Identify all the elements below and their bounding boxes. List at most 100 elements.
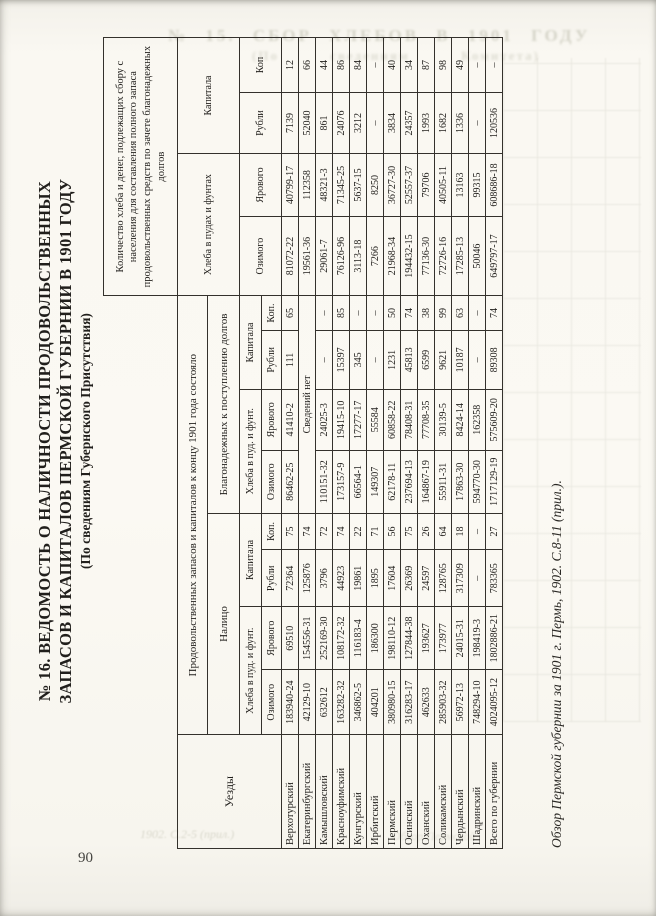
table-cell: 71 xyxy=(366,513,384,550)
table-cell: 462633 xyxy=(417,669,435,735)
table-cell: – xyxy=(468,37,486,93)
col-label-kop-g2: Коп. xyxy=(261,295,282,331)
table-cell: 173157-9 xyxy=(332,450,350,514)
table-cell: – xyxy=(315,330,333,390)
table-cell: 66 xyxy=(298,37,316,93)
table-cell: 17863-30 xyxy=(451,450,469,514)
table-cell: 75 xyxy=(400,513,418,550)
header-group-nalico: Налицо xyxy=(207,513,240,735)
table-cell: 19861 xyxy=(349,549,367,607)
table-cell: 1802886-21 xyxy=(485,606,503,670)
table-row: Екатеринбургский 42129-10 154556-31 125876 7… xyxy=(298,37,316,849)
district-name: Чердынский xyxy=(451,734,469,849)
table-cell: 66564-1 xyxy=(349,450,367,514)
table-cell: 24597 xyxy=(417,549,435,607)
table-cell: 75 xyxy=(281,513,299,550)
source-citation: Обзор Пермской губернии за 1901 г. Пермь… xyxy=(549,480,565,848)
col-label-kop-g3: Коп xyxy=(239,37,282,93)
header-capital-group1: Капитала xyxy=(239,513,262,607)
table-cell: 24076 xyxy=(332,92,350,154)
table-cell: 748294-10 xyxy=(468,669,486,735)
table-cell: 194432-15 xyxy=(400,216,418,296)
table-cell: 38 xyxy=(417,295,435,331)
table-cell: 9621 xyxy=(434,330,452,390)
table-cell: 55911-31 xyxy=(434,450,452,514)
table-row: Красноуфимский 163282-32 108172-32 44923 74 1… xyxy=(332,37,350,849)
table-cell: 116183-4 xyxy=(349,606,367,670)
col-label-ozimogo-g1: Озимого xyxy=(261,669,282,735)
table-row: Пермский 380980-15 198110-12 17604 56 62178-1… xyxy=(383,37,401,849)
table-cell: 345 xyxy=(349,330,367,390)
col-label-ozimogo-g2: Озимого xyxy=(261,450,282,514)
table-cell: 237694-13 xyxy=(400,450,418,514)
table-cell: 44 xyxy=(315,37,333,93)
district-name: Всего по губернии xyxy=(485,734,503,849)
header-bread-group3: Хлеба в пудах и фунтах xyxy=(177,153,240,296)
table-cell: 60858-22 xyxy=(383,389,401,451)
table-cell: 78408-31 xyxy=(400,389,418,451)
table-cell: 783365 xyxy=(485,549,503,607)
table-cell: 55584 xyxy=(366,389,384,451)
table-cell: 69510 xyxy=(281,606,299,670)
table-cell: 52557-37 xyxy=(400,153,418,217)
table-cell: 22 xyxy=(349,513,367,550)
table-cell: 110151-32 xyxy=(315,450,333,514)
table-cell: 404201 xyxy=(366,669,384,735)
table-notch-blank xyxy=(104,296,178,849)
district-name: Камышловский xyxy=(315,734,333,849)
table-cell: 198419-3 xyxy=(468,606,486,670)
table-cell: 24357 xyxy=(400,92,418,154)
table-cell: 3834 xyxy=(383,92,401,154)
table-cell: 56972-13 xyxy=(451,669,469,735)
table-cell: 52040 xyxy=(298,92,316,154)
table-cell: 10187 xyxy=(451,330,469,390)
table-cell: 86 xyxy=(332,37,350,93)
table-cell: 76126-96 xyxy=(332,216,350,296)
table-cell: 63 xyxy=(451,295,469,331)
table-cell: – xyxy=(349,295,367,331)
table-cell: 346862-5 xyxy=(349,669,367,735)
page-number: 90 xyxy=(78,850,93,866)
col-label-yarovogo-g2: Ярового xyxy=(261,389,282,451)
table-cell: 72 xyxy=(315,513,333,550)
table-cell: 77708-35 xyxy=(417,389,435,451)
table-cell: 45813 xyxy=(400,330,418,390)
table-cell: 74 xyxy=(400,295,418,331)
table-cell: 112358 xyxy=(298,153,316,217)
col-label-rubli-g3: Рубли xyxy=(239,92,282,154)
district-name: Осинский xyxy=(400,734,418,849)
district-name: Шадринский xyxy=(468,734,486,849)
table-cell: 1717129-19 xyxy=(485,450,503,514)
table-cell: 8424-14 xyxy=(451,389,469,451)
table-cell: 1231 xyxy=(383,330,401,390)
no-data-cell: Сведений нет xyxy=(298,295,316,514)
header-capital-group2: Капитала xyxy=(239,295,262,390)
table-cell: 77136-30 xyxy=(417,216,435,296)
table-cell: – xyxy=(468,330,486,390)
district-name: Красноуфимский xyxy=(332,734,350,849)
table-row: Верхотурский 183940-24 69510 72364 75 86462-2… xyxy=(281,37,299,849)
table-cell: 154556-31 xyxy=(298,606,316,670)
table-cell: 64 xyxy=(434,513,452,550)
table-cell: 7266 xyxy=(366,216,384,296)
table-cell: 163282-32 xyxy=(332,669,350,735)
table-cell: 99 xyxy=(434,295,452,331)
table-cell: – xyxy=(315,295,333,331)
table-cell: – xyxy=(468,295,486,331)
table-row: Шадринский 748294-10 198419-3– –594770-30 16… xyxy=(468,37,486,849)
table-cell: 17285-13 xyxy=(451,216,469,296)
header-uezdy: Уезды xyxy=(177,734,282,849)
table-cell: 108172-32 xyxy=(332,606,350,670)
col-label-kop-g1: Коп. xyxy=(261,513,282,550)
table-cell: 40 xyxy=(383,37,401,93)
table-cell: 99315 xyxy=(468,153,486,217)
table-cell: 40505-11 xyxy=(434,153,452,217)
table-cell: 24025-3 xyxy=(315,389,333,451)
table-cell: – xyxy=(366,92,384,154)
table-cell: 29061-7 xyxy=(315,216,333,296)
table-cell: – xyxy=(468,549,486,607)
table-cell: 87 xyxy=(417,37,435,93)
table-cell: 1682 xyxy=(434,92,452,154)
table-cell: 632612 xyxy=(315,669,333,735)
